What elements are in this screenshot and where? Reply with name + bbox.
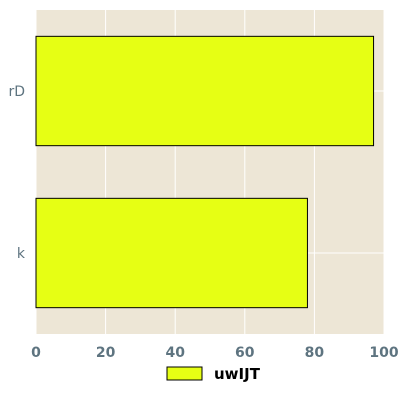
x-tick-label-5: 100: [369, 345, 398, 361]
category-label-0: rD: [8, 84, 25, 100]
x-tick-labels: 0 20 40 60 80 100: [31, 345, 399, 361]
x-tick-label-4: 80: [305, 345, 325, 361]
legend-swatch: [166, 366, 203, 381]
x-tick-label-2: 40: [165, 345, 185, 361]
category-label-1: k: [17, 246, 26, 262]
legend-label: uwIJT: [214, 365, 261, 383]
category-labels: rD k: [8, 84, 25, 262]
x-tick-label-1: 20: [96, 345, 116, 361]
x-tick-label-3: 60: [235, 345, 255, 361]
x-tick-label-0: 0: [31, 345, 41, 361]
bar-k: [35, 197, 308, 309]
legend: uwIJT: [166, 365, 261, 383]
bar-rD: [35, 35, 375, 147]
bars: [35, 35, 375, 309]
